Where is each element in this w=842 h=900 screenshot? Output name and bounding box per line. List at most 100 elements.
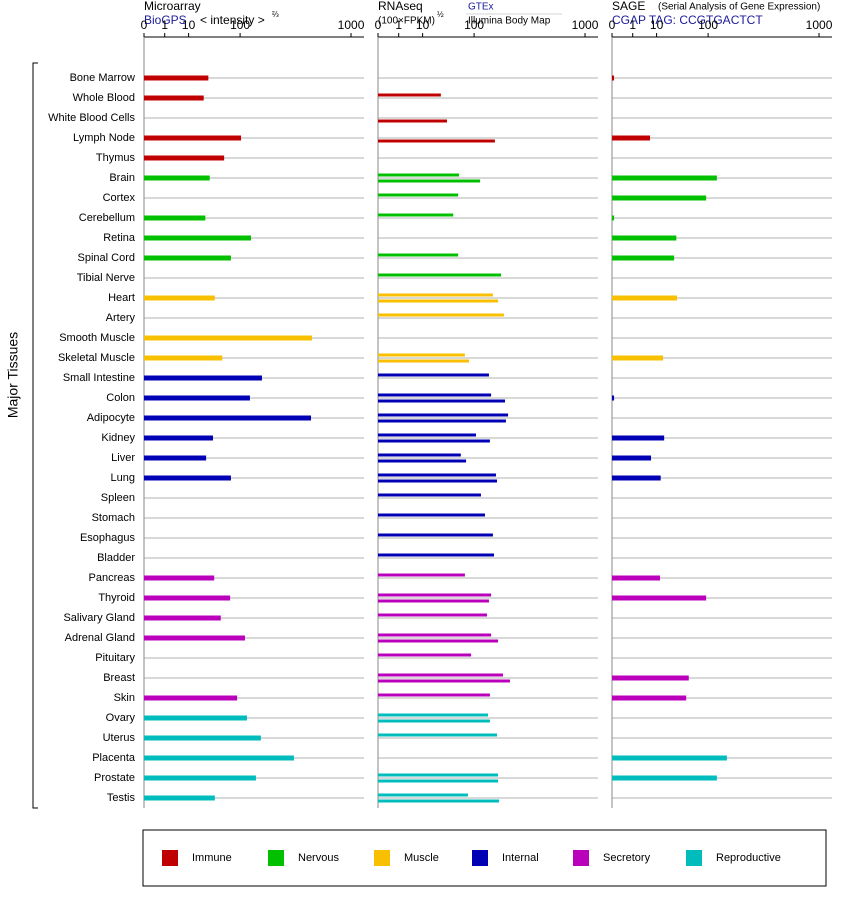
category-label: Skeletal Muscle	[58, 352, 135, 364]
bar	[144, 255, 231, 261]
x-axis-label-exponent: ½	[437, 10, 444, 19]
x-tick-label: 10	[182, 18, 196, 32]
category-label: Lymph Node	[73, 132, 135, 144]
series-label: Illumina Body Map	[468, 16, 551, 27]
category-label: Spleen	[101, 492, 135, 504]
bar	[378, 633, 492, 637]
bar	[144, 595, 231, 601]
category-label: Thymus	[96, 152, 136, 164]
x-tick-label: 1	[629, 18, 636, 32]
category-label: Adrenal Gland	[65, 632, 135, 644]
category-label: Breast	[103, 672, 135, 684]
bar	[378, 779, 499, 783]
bar	[144, 355, 223, 361]
bar	[144, 455, 207, 461]
group-bracket	[32, 62, 38, 809]
legend-label: Secretory	[603, 852, 651, 864]
category-label: Heart	[108, 292, 135, 304]
bar	[378, 639, 499, 643]
bar	[378, 353, 465, 357]
bar	[378, 213, 454, 217]
legend-label: Muscle	[404, 852, 439, 864]
x-tick-label: 1	[161, 18, 168, 32]
bar	[144, 715, 247, 721]
legend-swatch	[472, 850, 488, 866]
bar	[378, 793, 468, 797]
bar	[378, 419, 506, 423]
x-tick-label: 1000	[806, 18, 833, 32]
panel-note: (Serial Analysis of Gene Expression)	[658, 2, 820, 13]
legend-label: Internal	[502, 852, 539, 864]
bar	[612, 135, 651, 141]
bar	[378, 799, 500, 803]
x-tick-label: 100	[698, 18, 718, 32]
category-label: Cortex	[103, 192, 136, 204]
category-label: Whole Blood	[73, 92, 135, 104]
bar	[378, 433, 476, 437]
bar	[612, 575, 661, 581]
legend-swatch	[162, 850, 178, 866]
bar	[144, 695, 238, 701]
bar	[612, 255, 675, 261]
bar	[612, 215, 615, 221]
bar	[144, 615, 221, 621]
bar	[612, 235, 677, 241]
legend	[142, 829, 827, 887]
category-label: Brain	[109, 172, 135, 184]
x-tick-label: 100	[464, 18, 484, 32]
category-label: Esophagus	[80, 532, 136, 544]
bar	[378, 493, 481, 497]
bar	[612, 455, 652, 461]
bar	[144, 735, 261, 741]
category-label: Pituitary	[95, 652, 135, 664]
bar	[612, 435, 665, 441]
category-label: Spinal Cord	[78, 252, 135, 264]
category-label: Small Intestine	[63, 372, 135, 384]
bar	[144, 335, 312, 341]
bar	[378, 293, 493, 297]
bar	[144, 635, 245, 641]
bar	[378, 459, 467, 463]
x-tick-label: 0	[141, 18, 148, 32]
bar	[378, 693, 490, 697]
bar	[378, 273, 502, 277]
x-tick-label: 100	[230, 18, 250, 32]
bar	[144, 755, 294, 761]
bar	[612, 75, 615, 81]
bar	[144, 795, 215, 801]
bar	[378, 733, 498, 737]
panel-title: Microarray	[144, 0, 201, 13]
panel-title: RNAseq	[378, 0, 423, 13]
category-label: Tibial Nerve	[77, 272, 135, 284]
legend-swatch	[686, 850, 702, 866]
bar	[378, 413, 509, 417]
bar	[378, 773, 499, 777]
x-tick-label: 0	[609, 18, 616, 32]
bar	[612, 755, 727, 761]
category-label: Prostate	[94, 772, 135, 784]
bar	[378, 359, 470, 363]
x-tick-label: 1000	[338, 18, 365, 32]
panel-source: BioGPS	[144, 13, 187, 27]
category-label: Kidney	[101, 432, 135, 444]
bar	[378, 473, 496, 477]
bar	[612, 775, 717, 781]
legend-swatch	[374, 850, 390, 866]
bar	[144, 215, 206, 221]
category-label: White Blood Cells	[48, 112, 135, 124]
x-axis-label: (100×FPKM)	[378, 16, 435, 27]
bar	[378, 533, 493, 537]
category-label: Ovary	[106, 712, 136, 724]
bar	[612, 295, 678, 301]
bar	[378, 653, 472, 657]
bar	[378, 193, 459, 197]
category-label: Thyroid	[98, 592, 135, 604]
category-label: Lung	[111, 472, 135, 484]
bar	[612, 175, 717, 181]
bar	[378, 313, 504, 317]
category-label: Uterus	[103, 732, 136, 744]
category-label: Testis	[107, 792, 136, 804]
bar	[378, 373, 489, 377]
